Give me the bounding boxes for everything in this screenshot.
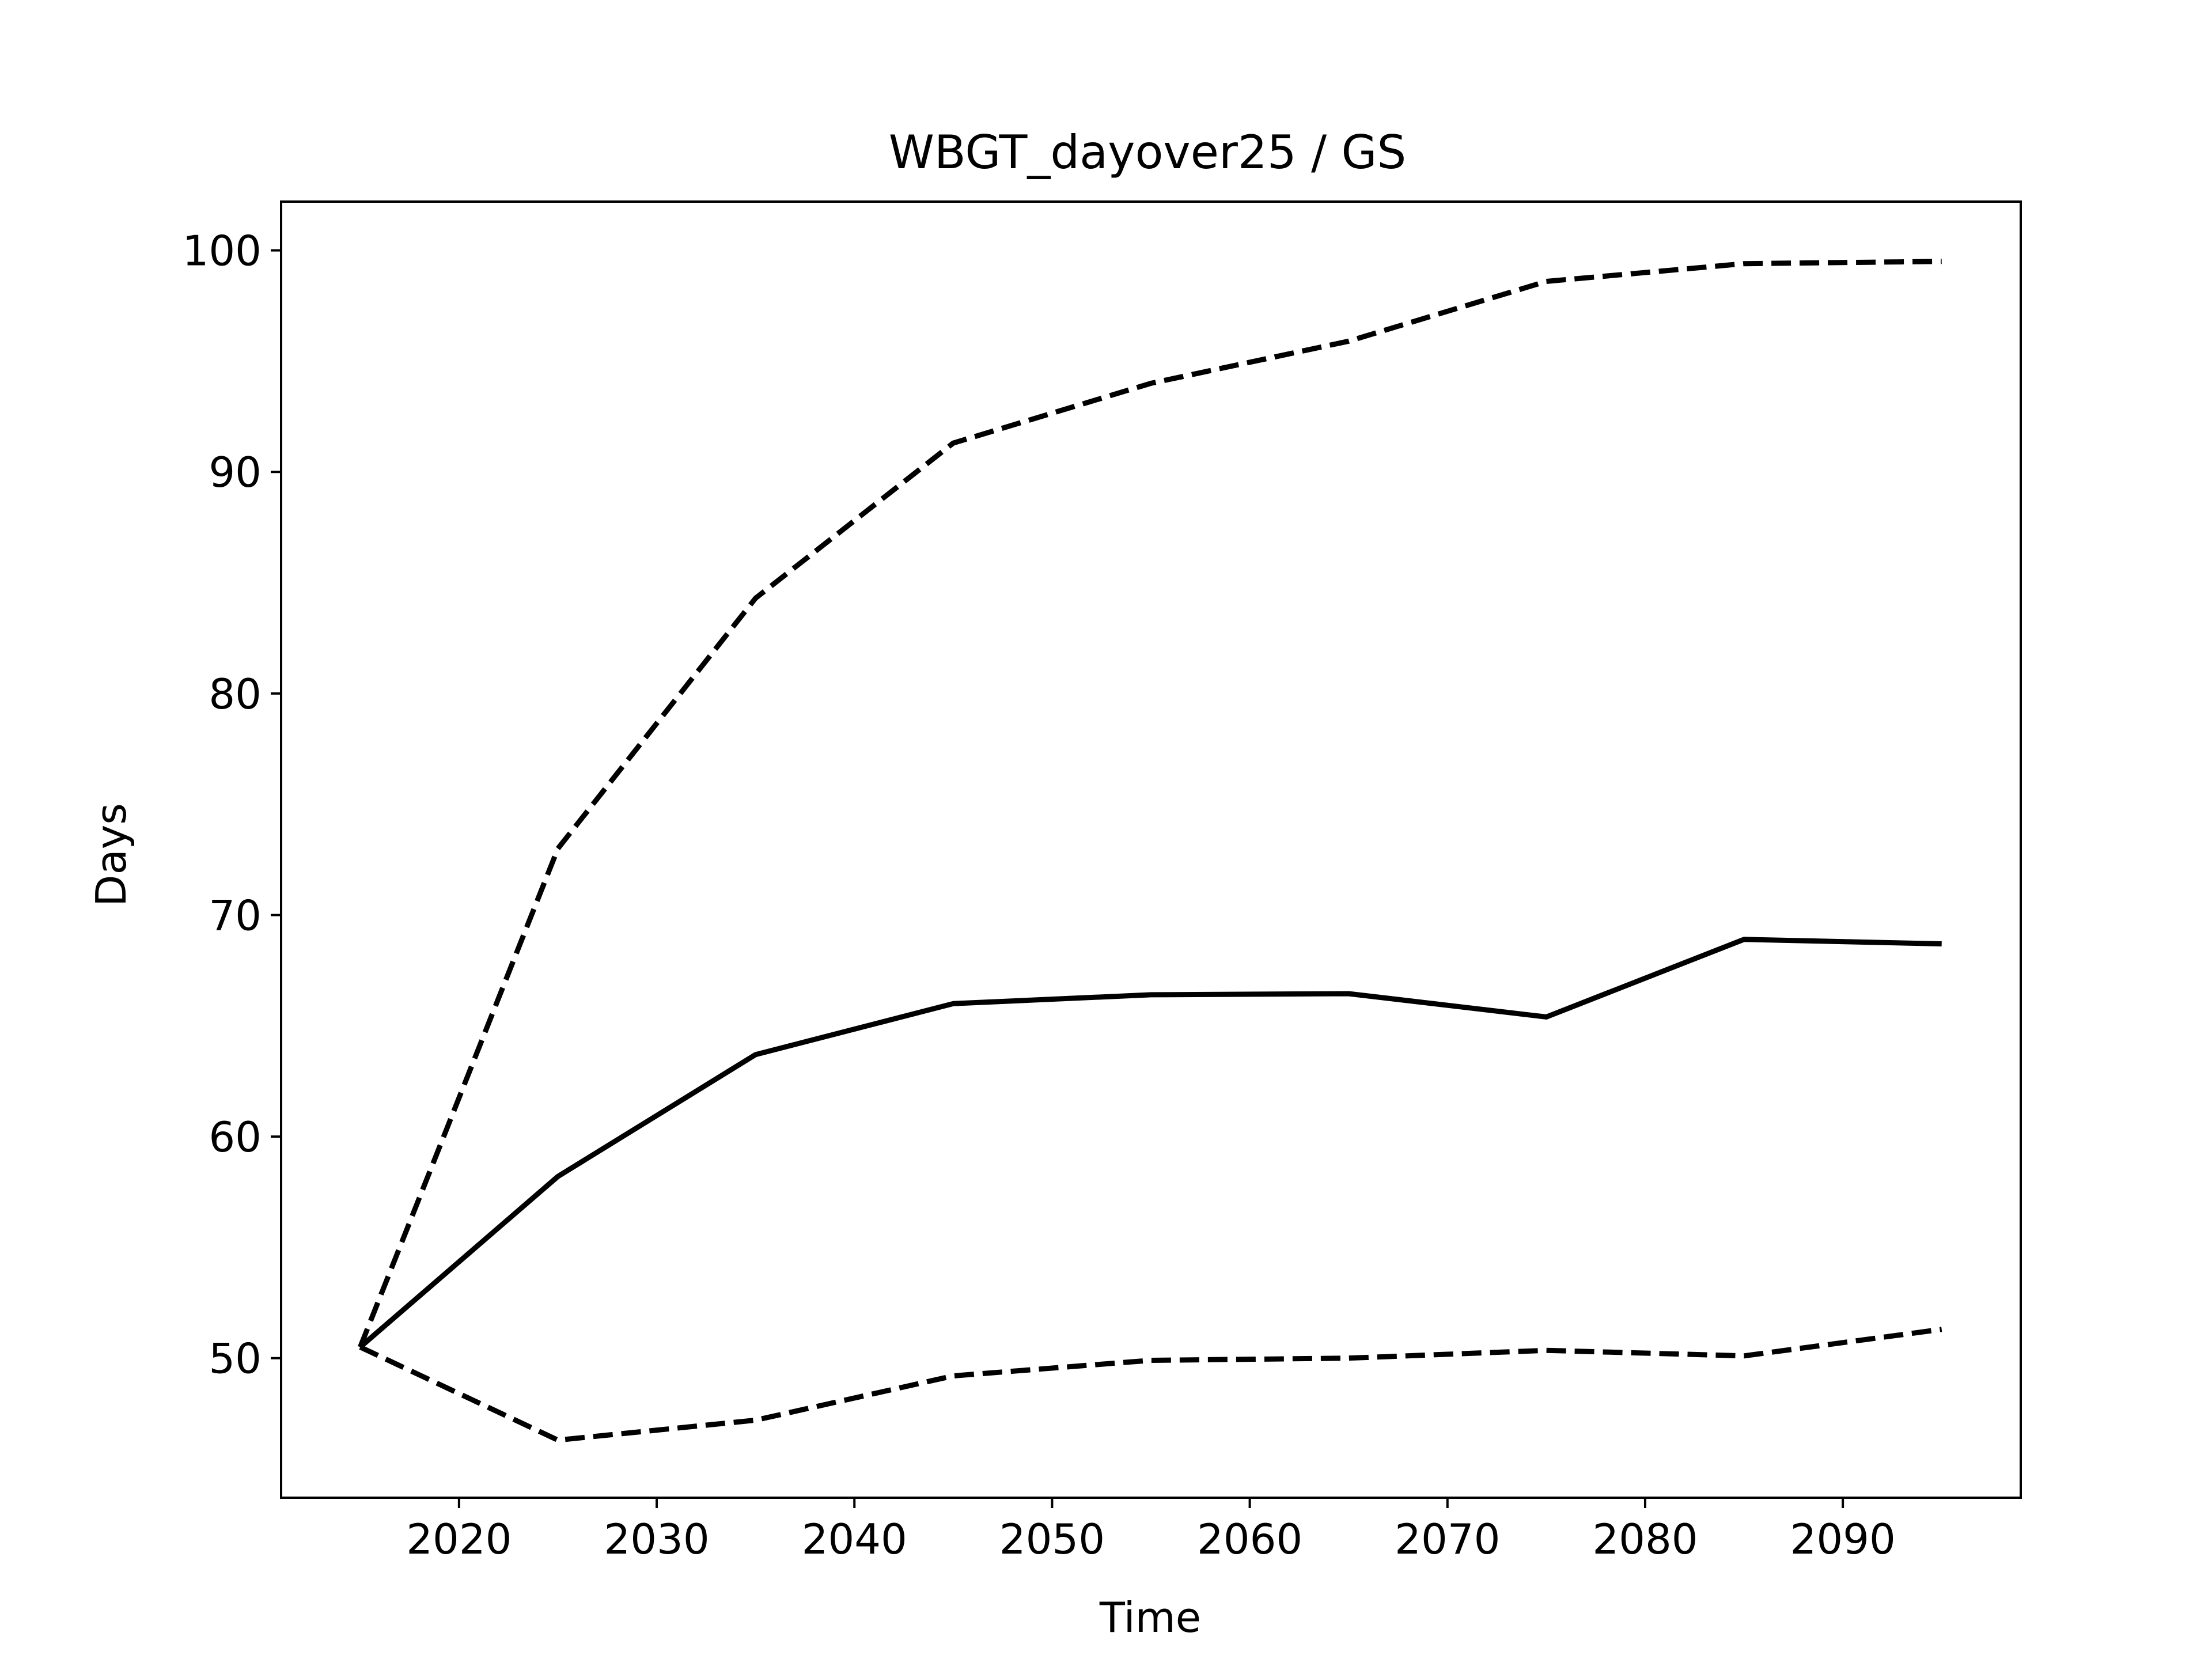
y-tick-label-50: 50 <box>209 1335 262 1383</box>
y-axis-label: Days <box>87 803 135 907</box>
x-tick-label-2080: 2080 <box>1592 1515 1698 1563</box>
y-tick-label-90: 90 <box>209 448 262 497</box>
series-line-2 <box>358 259 1942 1349</box>
x-tick-label-2030: 2030 <box>604 1515 709 1563</box>
x-tick-label-2070: 2070 <box>1395 1515 1500 1563</box>
x-axis-label: Time <box>1099 1593 1201 1642</box>
y-tick-label-80: 80 <box>209 670 262 718</box>
series-line-1 <box>358 937 1942 1349</box>
y-tick-label-100: 100 <box>183 227 262 275</box>
plot-area: 2020 2030 2040 2050 2060 2070 2080 2090 50 60 70 80… <box>183 200 2022 1563</box>
x-tick-label-2090: 2090 <box>1790 1515 1896 1563</box>
plot-frame <box>280 200 2022 1499</box>
chart-title: WBGT_dayover25 / GS <box>889 126 1407 179</box>
x-tick-label-2050: 2050 <box>999 1515 1105 1563</box>
x-tick-label-2060: 2060 <box>1197 1515 1302 1563</box>
series-line-3 <box>359 1327 1942 1443</box>
y-tick-label-70: 70 <box>209 891 262 940</box>
x-tick-label-2020: 2020 <box>406 1515 512 1563</box>
y-tick-label-60: 60 <box>209 1113 262 1161</box>
x-tick-label-2040: 2040 <box>802 1515 907 1563</box>
